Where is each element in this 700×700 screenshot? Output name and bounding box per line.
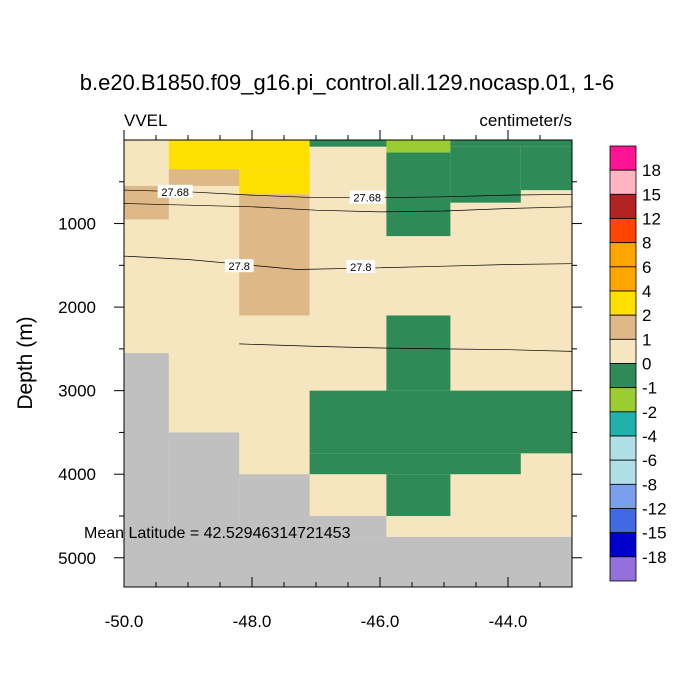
colorbar-label: -1 xyxy=(642,379,657,398)
colorbar-swatch xyxy=(609,508,637,534)
contour-line xyxy=(239,343,573,352)
colorbar-swatch xyxy=(609,266,637,292)
x-tick-label: -50.0 xyxy=(105,612,144,631)
colorbar-label: -6 xyxy=(642,451,657,470)
colorbar-swatch xyxy=(609,556,637,582)
heatmap-cell xyxy=(168,140,310,170)
colorbar-swatch xyxy=(609,387,637,413)
colorbar-swatch xyxy=(609,532,637,558)
colorbar-label: 6 xyxy=(642,258,651,277)
land-mask-cell xyxy=(239,474,310,537)
y-tick-label: 4000 xyxy=(58,465,96,484)
heatmap-cell xyxy=(386,140,451,153)
units-label: centimeter/s xyxy=(479,111,572,130)
colorbar-label: -8 xyxy=(642,475,657,494)
colorbar-label: 0 xyxy=(642,355,651,374)
contour-line xyxy=(123,255,573,270)
land-mask-cell xyxy=(124,353,169,537)
heatmap-cells xyxy=(124,140,572,587)
heatmap-cell xyxy=(239,194,310,316)
contour-label: 27.8 xyxy=(350,262,371,274)
contour-label: 27.8 xyxy=(228,261,249,273)
colorbar-label: 1 xyxy=(642,330,651,349)
colorbar-label: -15 xyxy=(642,524,667,543)
contour-labels: 27.68 27.68 27.8 27.8 xyxy=(157,184,385,274)
colorbar-swatch xyxy=(609,218,637,244)
contour-label-box xyxy=(224,259,254,273)
land-mask-cell xyxy=(309,515,387,537)
x-tick-label: -48.0 xyxy=(233,612,272,631)
heatmap-cell xyxy=(239,169,310,195)
colorbar-swatch xyxy=(609,411,637,437)
x-tick-label: -46.0 xyxy=(361,612,400,631)
colorbar: 18 15 12 8 6 4 2 1 0 -1 -2 -4 -6 -8 -12 -15 -18 xyxy=(609,145,667,582)
colorbar-label: -2 xyxy=(642,403,657,422)
heatmap-cell xyxy=(450,146,521,203)
colorbar-label: -18 xyxy=(642,548,667,567)
colorbar-label: -12 xyxy=(642,500,667,519)
colorbar-swatch xyxy=(609,169,637,195)
colorbar-swatch xyxy=(609,459,637,485)
colorbar-swatch xyxy=(609,338,637,364)
axes: -50.0 -48.0 -46.0 -44.0 1000 2000 3000 4000 5000 xyxy=(58,130,582,631)
contour-label-box xyxy=(349,190,385,204)
contour-label: 27.68 xyxy=(161,187,189,199)
heatmap-cell xyxy=(309,453,521,475)
colorbar-swatch xyxy=(609,435,637,461)
heatmap-cell xyxy=(520,146,572,191)
mean-latitude-annotation: Mean Latitude = 42.52946314721453 xyxy=(84,525,351,542)
colorbar-label: -4 xyxy=(642,427,657,446)
colorbar-swatch xyxy=(609,193,637,219)
heatmap-cell xyxy=(386,474,451,516)
y-axis-label: Depth (m) xyxy=(14,316,37,409)
land-mask-cell xyxy=(124,536,572,587)
x-tick-label: -44.0 xyxy=(489,612,528,631)
colorbar-swatch xyxy=(609,242,637,268)
contour-label: 27.68 xyxy=(353,193,381,205)
contour-line xyxy=(123,189,573,199)
colorbar-label: 2 xyxy=(642,306,651,325)
contour-line xyxy=(123,203,573,213)
colorbar-label: 8 xyxy=(642,234,651,253)
colorbar-swatch xyxy=(609,314,637,340)
contour-label-box xyxy=(157,184,193,198)
colorbar-swatch xyxy=(609,290,637,316)
land-mask-cell xyxy=(168,432,240,537)
colorbar-swatch xyxy=(609,483,637,509)
variable-label: VVEL xyxy=(124,111,167,130)
heatmap-cell xyxy=(386,152,451,237)
contour-lines xyxy=(123,189,573,352)
colorbar-swatch xyxy=(609,145,637,171)
heatmap-cell xyxy=(168,169,240,186)
colorbar-label: 12 xyxy=(642,210,661,229)
colorbar-swatch xyxy=(609,363,637,389)
chart-title: b.e20.B1850.f09_g16.pi_control.all.129.n… xyxy=(80,70,615,95)
heatmap-cell xyxy=(386,315,451,391)
colorbar-label: 18 xyxy=(642,161,661,180)
y-tick-label: 5000 xyxy=(58,549,96,568)
contour-label-box xyxy=(346,259,376,273)
colorbar-label: 15 xyxy=(642,185,661,204)
y-tick-label: 2000 xyxy=(58,298,96,317)
colorbar-label: 4 xyxy=(642,282,651,301)
y-tick-label: 3000 xyxy=(58,382,96,401)
heatmap-cell xyxy=(309,390,572,454)
y-tick-label: 1000 xyxy=(58,215,96,234)
